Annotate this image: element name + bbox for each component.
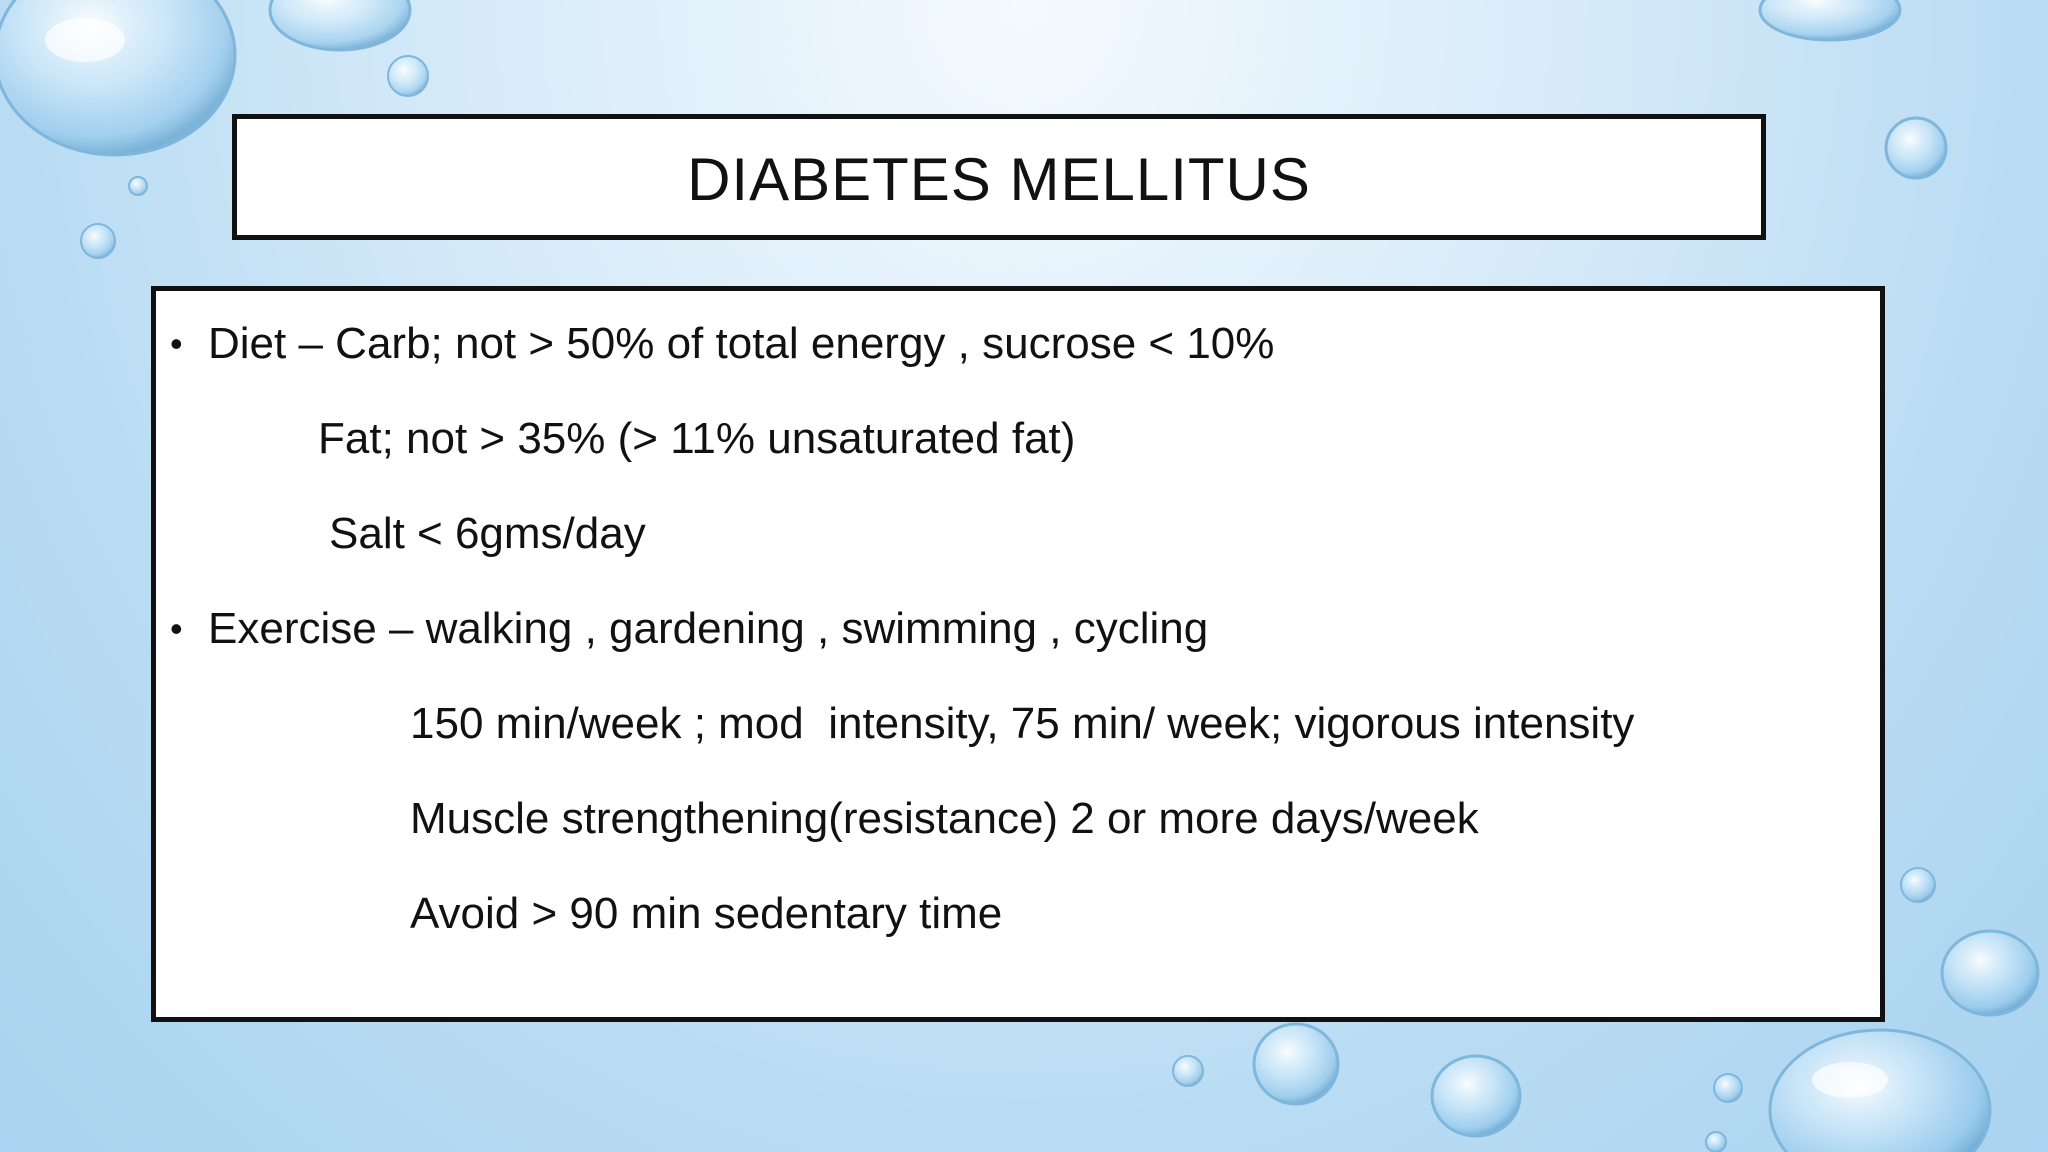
diet-fat-line: Fat; not > 35% (> 11% unsaturated fat) xyxy=(318,414,1076,463)
slide-title: DIABETES MELLITUS xyxy=(687,145,1311,213)
bullet-glyph: • xyxy=(170,323,183,364)
exercise-sedentary-line: Avoid > 90 min sedentary time xyxy=(410,889,1003,938)
exercise-duration-line: 150 min/week ; mod intensity, 75 min/ we… xyxy=(410,699,1635,748)
bullet-diet: Diet – Carb; not > 50% of total energy ,… xyxy=(208,319,1275,368)
exercise-strength-line: Muscle strengthening(resistance) 2 or mo… xyxy=(410,794,1479,843)
diet-salt-line: Salt < 6gms/day xyxy=(329,509,646,558)
slide-title-box: DIABETES MELLITUS xyxy=(232,114,1766,240)
slide-content-box: • Diet – Carb; not > 50% of total energy… xyxy=(151,286,1885,1022)
bullet-glyph: • xyxy=(170,608,183,649)
bullet-exercise: Exercise – walking , gardening , swimmin… xyxy=(208,604,1209,653)
